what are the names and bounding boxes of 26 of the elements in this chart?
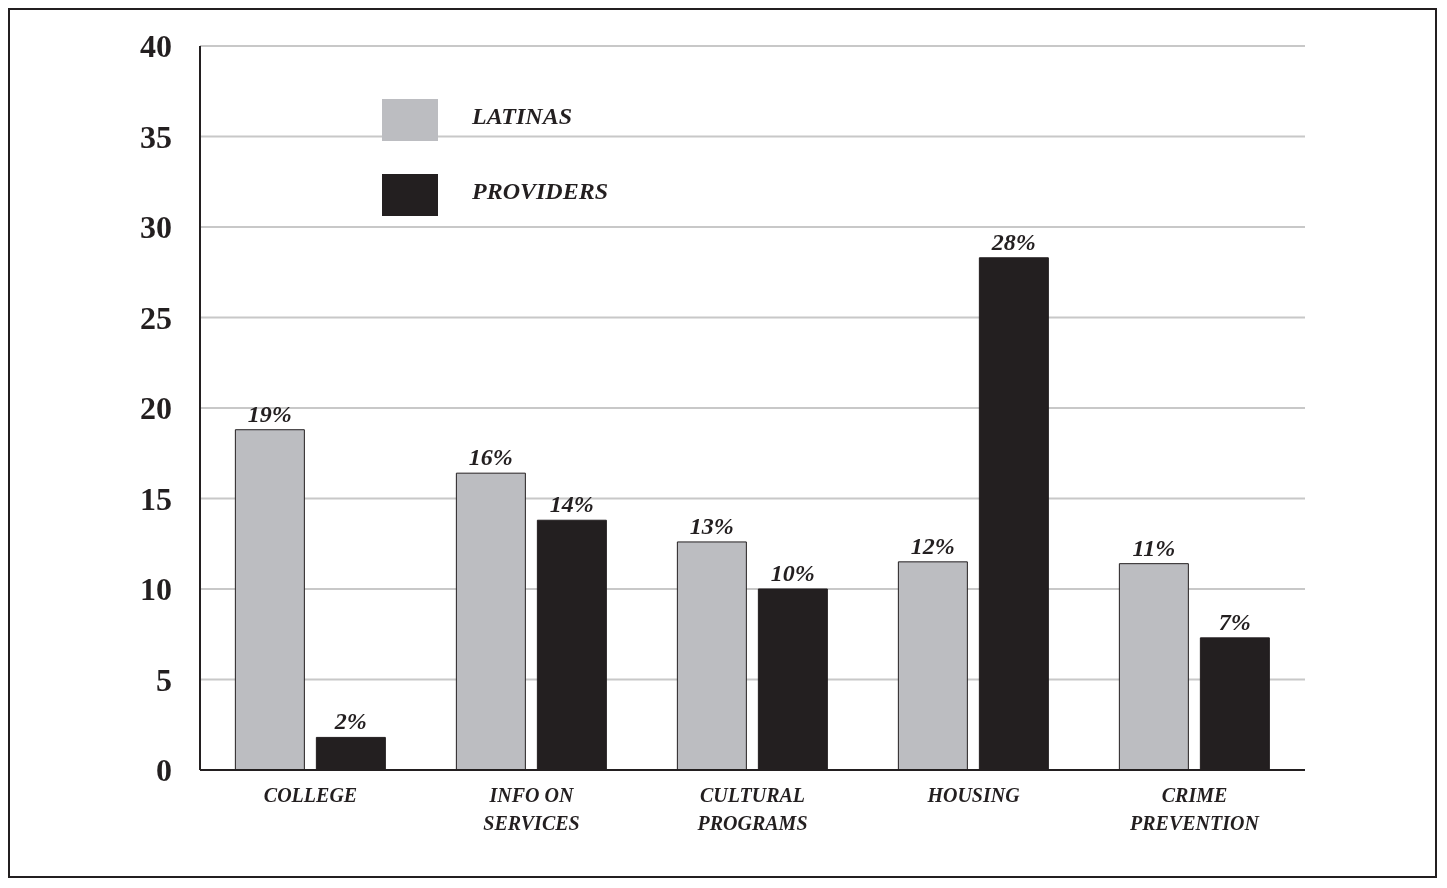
- data-label: 2%: [333, 708, 367, 735]
- y-tick-label: 40: [140, 28, 172, 65]
- y-tick-label: 30: [140, 209, 172, 246]
- y-tick-label: 15: [140, 480, 172, 517]
- x-tick-label: COLLEGE: [263, 784, 358, 806]
- data-label: 28%: [990, 228, 1036, 255]
- y-tick-label: 5: [156, 661, 172, 698]
- data-label: 16%: [468, 444, 513, 471]
- x-tick-label: CULTURAL PROGRAMS: [696, 784, 808, 834]
- y-tick-label: 10: [140, 571, 172, 608]
- x-tick-label: CRIME PREVENTION: [1129, 784, 1261, 834]
- y-tick-label: 25: [140, 299, 172, 336]
- data-label: 19%: [247, 400, 292, 427]
- x-tick-label: HOUSING: [926, 784, 1021, 806]
- y-tick-label: 20: [140, 390, 172, 427]
- y-tick-label: 0: [156, 752, 172, 789]
- data-label: 11%: [1132, 534, 1176, 561]
- data-label: 13%: [689, 512, 734, 539]
- data-label: 7%: [1218, 608, 1251, 635]
- legend-label: PROVIDERS: [472, 178, 609, 204]
- data-label: 12%: [910, 532, 955, 559]
- data-label: 14%: [549, 491, 594, 518]
- data-label: 10%: [770, 560, 815, 586]
- x-tick-label: INFO ON SERVICES: [483, 784, 580, 834]
- legend-label: LATINAS: [472, 103, 573, 129]
- y-tick-label: 35: [140, 118, 172, 155]
